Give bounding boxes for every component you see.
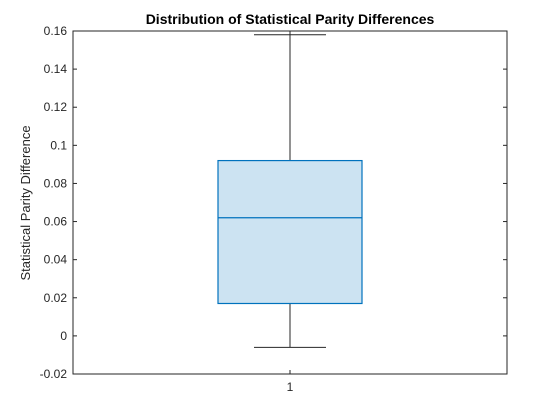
box-iqr (217, 159, 363, 305)
y-tick-label: -0.02 (40, 367, 68, 381)
y-tick-label: 0.04 (44, 253, 68, 267)
y-tick-label: 0.1 (50, 138, 67, 152)
y-tick-label: 0.06 (44, 215, 68, 229)
y-tick-label: 0.16 (44, 24, 68, 38)
x-tick-label: 1 (287, 380, 294, 394)
y-axis-label: Statistical Parity Difference (18, 125, 33, 280)
y-tick-label: 0 (60, 329, 67, 343)
chart-title: Distribution of Statistical Parity Diffe… (146, 11, 435, 27)
y-tick-label: 0.14 (44, 62, 68, 76)
y-tick-label: 0.02 (44, 291, 68, 305)
y-tick-label: 0.08 (44, 176, 68, 190)
y-tick-label: 0.12 (44, 100, 68, 114)
plot-marks (217, 34, 363, 348)
plot-axes: -0.02 0 0.02 0.04 0.06 0.08 0.1 0.12 0.14 0.16 1 (40, 24, 508, 394)
